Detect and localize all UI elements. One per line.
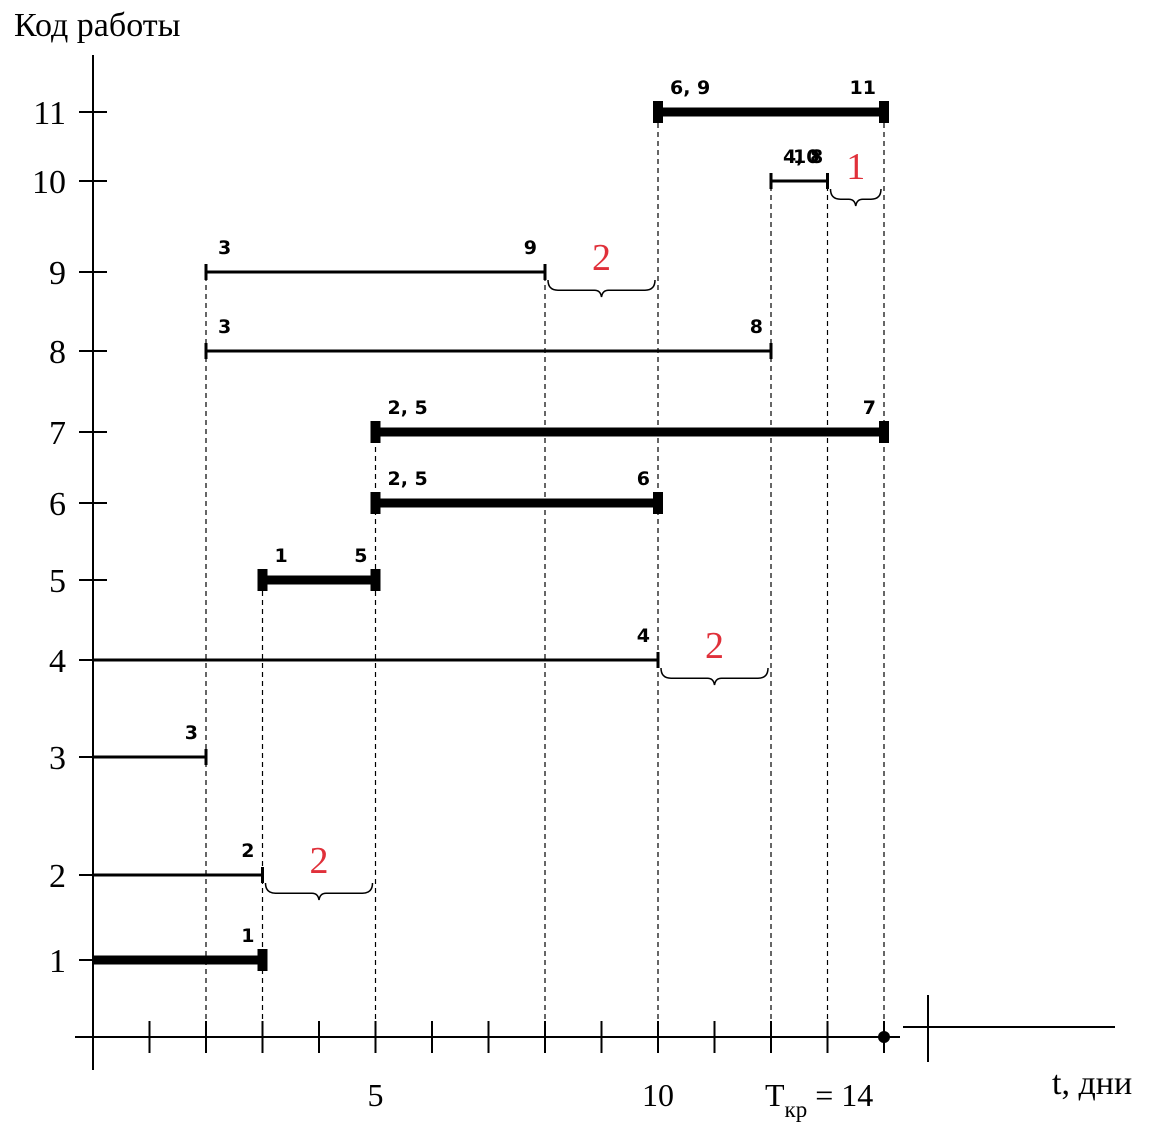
task-start-label-7: 2, 5 xyxy=(388,397,428,419)
reserves-layer: 2 2 2 1 xyxy=(264,146,882,901)
y-tick-label-10: 10 xyxy=(32,164,66,201)
task-end-cap-8 xyxy=(769,343,773,359)
critical-path-end-dot xyxy=(878,1031,890,1043)
y-tick-label-9: 9 xyxy=(49,255,66,292)
y-tick-label-8: 8 xyxy=(49,334,66,371)
reserve-brace-4 xyxy=(660,667,769,686)
reserve-label-4: 2 xyxy=(705,625,724,667)
task-end-cap-4 xyxy=(656,652,660,668)
task-start-label-8: 3 xyxy=(218,316,231,338)
task-end-label-7: 7 xyxy=(863,397,876,419)
task-end-label-1: 1 xyxy=(241,925,254,947)
y-tick-label-1: 1 xyxy=(49,943,66,980)
task-start-cap-9 xyxy=(204,264,208,280)
y-tick-label-5: 5 xyxy=(49,563,66,600)
x-tick-label-5: 5 xyxy=(368,1077,384,1113)
end-marker-layer xyxy=(878,1031,890,1043)
task-start-cap-5 xyxy=(257,569,268,591)
task-start-label-5: 1 xyxy=(275,545,288,567)
task-end-label-9: 9 xyxy=(524,237,537,259)
y-tick-label-4: 4 xyxy=(49,643,66,680)
task-end-cap-6 xyxy=(653,492,663,514)
task-start-cap-8 xyxy=(204,343,208,359)
y-axis-title: Код работы xyxy=(14,7,181,44)
y-tick-label-3: 3 xyxy=(49,740,66,777)
task-end-cap-10 xyxy=(826,173,829,189)
reserve-label-9: 2 xyxy=(592,237,611,279)
reserve-label-2: 2 xyxy=(310,840,329,882)
task-end-label-8: 8 xyxy=(750,316,763,338)
task-start-cap-10 xyxy=(769,173,773,189)
task-end-label-4: 4 xyxy=(637,625,650,647)
task-end-label-2: 2 xyxy=(241,840,254,862)
task-start-cap-6 xyxy=(370,492,381,514)
y-tick-label-7: 7 xyxy=(49,415,66,452)
critical-time-subscript: кр xyxy=(785,1097,808,1122)
task-end-label-11: 11 xyxy=(850,77,876,99)
task-start-label-10: 4, 8 xyxy=(783,146,823,168)
reserve-label-10: 1 xyxy=(846,146,865,188)
critical-time-label: Tкр = 14 xyxy=(765,1077,873,1122)
task-end-cap-2 xyxy=(261,867,264,883)
y-tick-label-6: 6 xyxy=(49,486,66,523)
task-end-cap-7 xyxy=(879,421,889,443)
task-end-cap-9 xyxy=(543,264,547,280)
reserve-brace-9 xyxy=(547,279,656,298)
task-start-cap-11 xyxy=(653,101,663,123)
task-end-label-3: 3 xyxy=(185,722,198,744)
y-ticks-layer: 1 2 3 4 5 6 7 8 9 10 11 xyxy=(32,95,107,980)
x-axis-title: t, дни xyxy=(1052,1065,1132,1102)
task-end-label-6: 6 xyxy=(637,468,650,490)
dashed-guides-layer xyxy=(205,112,885,1037)
task-start-label-6: 2, 5 xyxy=(388,468,428,490)
task-bars-layer: 1 2 3 4 1 5 2, 5 6 2, 5 7 3 8 3 9 4, 810 6, 9 11 xyxy=(93,77,889,971)
reserve-brace-2 xyxy=(264,882,374,901)
critical-time-value: = 14 xyxy=(815,1077,873,1113)
task-end-label-5: 5 xyxy=(354,545,367,567)
task-start-label-9: 3 xyxy=(218,237,231,259)
task-start-cap-7 xyxy=(370,421,381,443)
task-end-cap-5 xyxy=(370,569,381,591)
x-ticks-layer: 5 10 xyxy=(148,1021,885,1113)
critical-time-t: T xyxy=(765,1077,785,1113)
y-tick-label-2: 2 xyxy=(49,858,66,895)
reserve-brace-10 xyxy=(829,188,882,207)
task-end-cap-3 xyxy=(204,749,208,765)
task-end-cap-11 xyxy=(879,101,889,123)
task-end-cap-1 xyxy=(257,949,268,971)
task-start-label-11: 6, 9 xyxy=(670,77,710,99)
y-tick-label-11: 11 xyxy=(33,95,66,132)
task-end-label-10: 10 xyxy=(793,146,819,168)
axes-layer: Код работы t, дни Tкр = 14 xyxy=(14,7,1132,1122)
x-tick-label-10: 10 xyxy=(642,1077,674,1113)
